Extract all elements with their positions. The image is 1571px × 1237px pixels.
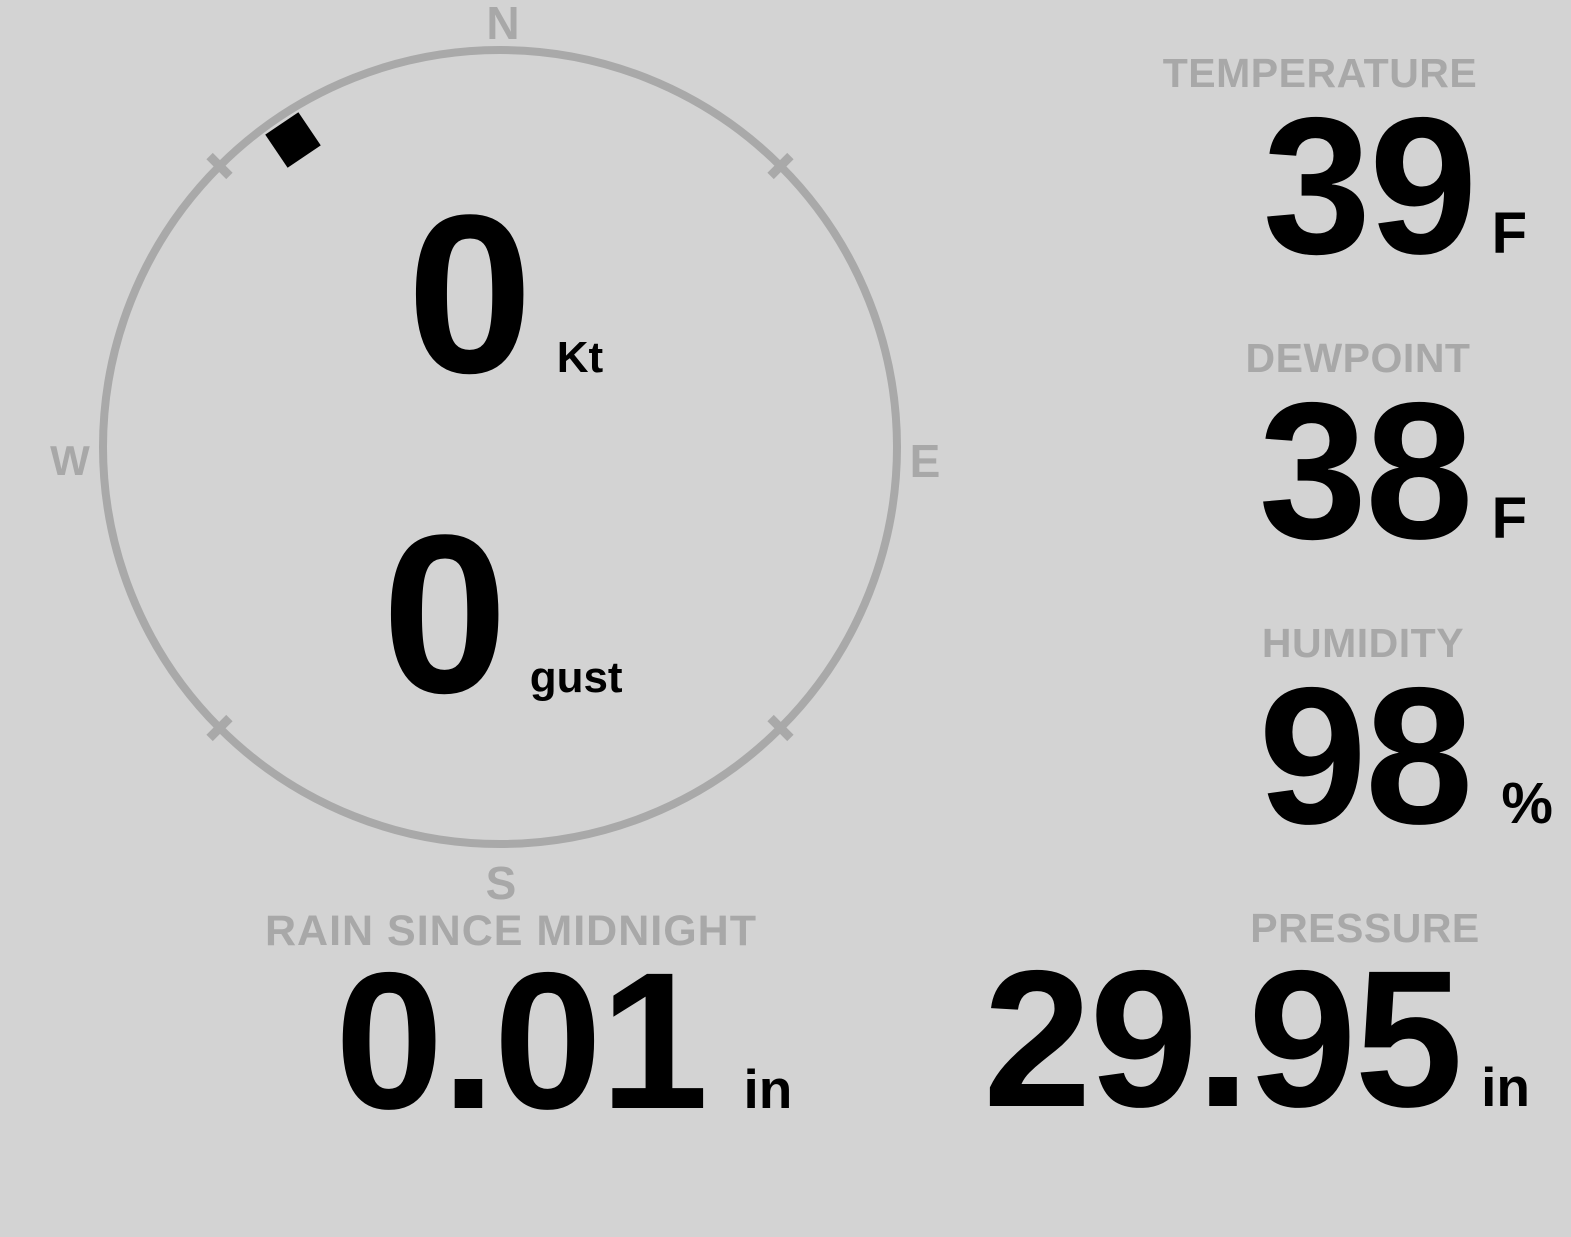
pressure-unit: in (1481, 1056, 1530, 1118)
wind-gust-row: 0 gust (382, 501, 623, 727)
temperature-value: 39 (1262, 77, 1478, 295)
humidity-unit: % (1501, 771, 1553, 836)
dewpoint-label: DEWPOINT (1245, 335, 1471, 381)
cardinal-north-label: N (486, 0, 520, 49)
temperature-unit: F (1491, 201, 1527, 266)
wind-gust-unit: gust (529, 653, 623, 702)
rain-value-row: 0.01 in (335, 944, 792, 1139)
wind-speed-row: 0 Kt (407, 181, 603, 407)
cardinal-east-label: E (909, 435, 941, 487)
pressure-label: PRESSURE (1250, 905, 1480, 951)
rain-unit: in (743, 1058, 793, 1120)
temperature-value-row: 39 F (1263, 89, 1527, 284)
dewpoint-unit: F (1491, 486, 1527, 551)
compass-ring (99, 46, 901, 848)
humidity-value-row: 98 % (1259, 659, 1553, 854)
cardinal-south-label: S (485, 857, 517, 909)
temperature-label: TEMPERATURE (1162, 50, 1478, 96)
wind-speed-unit: Kt (556, 333, 604, 382)
wind-gust-value: 0 (382, 487, 508, 740)
dewpoint-value: 38 (1258, 362, 1474, 580)
rain-value: 0.01 (335, 932, 709, 1150)
rain-since-midnight-label: RAIN SINCE MIDNIGHT (265, 907, 757, 955)
humidity-value: 98 (1258, 647, 1474, 865)
pressure-value-row: 29.95 in (983, 942, 1530, 1137)
humidity-label: HUMIDITY (1261, 620, 1465, 666)
cardinal-west-label: W (50, 437, 90, 484)
wind-speed-value: 0 (407, 167, 533, 420)
pressure-value: 29.95 (983, 930, 1463, 1148)
dewpoint-value-row: 38 F (1259, 374, 1527, 569)
